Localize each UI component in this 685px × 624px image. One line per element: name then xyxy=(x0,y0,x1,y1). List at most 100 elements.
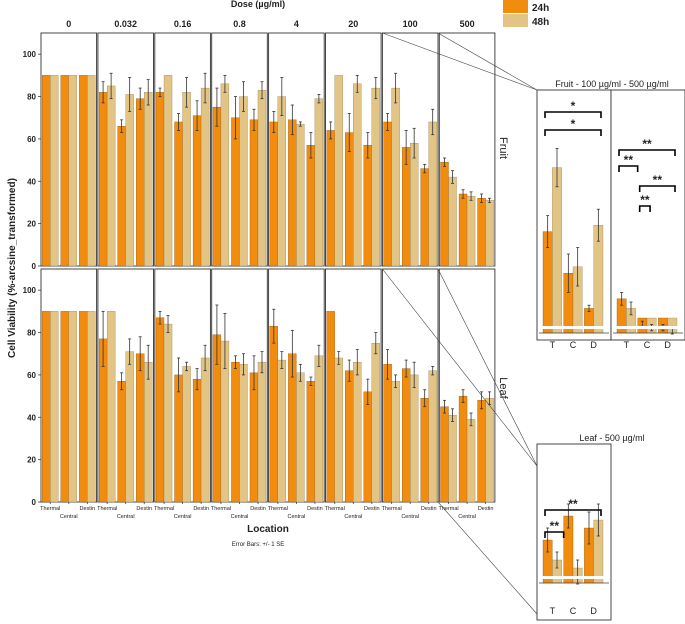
location-label: Thermal xyxy=(211,506,231,512)
location-label: Thermal xyxy=(325,506,345,512)
dose-label: 0.16 xyxy=(174,19,192,29)
bar-48h xyxy=(296,372,305,503)
bar-24h xyxy=(420,168,429,267)
y-tick-label: 40 xyxy=(27,413,36,422)
location-label: Thermal xyxy=(154,506,174,512)
inset-bar-48h xyxy=(552,167,562,334)
inset-charts: T C D**T C D********T C D**** xyxy=(536,89,685,621)
significance-label: ** xyxy=(568,497,578,511)
axis-break xyxy=(613,326,683,329)
bar-24h xyxy=(288,119,297,267)
main-chart-grid: 0204060801000204060801000ThermalCentralD… xyxy=(23,19,538,615)
significance-label: ** xyxy=(624,153,634,167)
significance-bracket xyxy=(544,509,602,516)
bar-48h xyxy=(182,92,191,267)
dose-label: 0.8 xyxy=(233,19,246,29)
bar-48h xyxy=(50,75,59,267)
inset-fruit-title: Fruit - 100 µg/ml - 500 µg/ml xyxy=(555,79,668,89)
bar-24h xyxy=(117,126,126,267)
bar-24h xyxy=(440,406,449,503)
location-label: Destin xyxy=(421,506,437,512)
dose-label: 4 xyxy=(294,19,299,29)
location-label: Thermal xyxy=(268,506,288,512)
inset-leaf-title: Leaf - 500 µg/ml xyxy=(579,433,644,443)
bar-48h xyxy=(257,362,267,503)
bar-48h xyxy=(125,94,134,267)
bar-48h xyxy=(428,370,437,503)
bar-24h xyxy=(269,121,278,267)
legend-label-48h: 48h xyxy=(532,17,549,28)
bar-24h xyxy=(458,193,468,267)
location-label: Central xyxy=(174,514,192,520)
location-label: Thermal xyxy=(40,506,60,512)
bar-24h xyxy=(136,353,145,503)
bar-48h xyxy=(163,75,173,267)
location-label: Destin xyxy=(250,506,266,512)
bar-48h xyxy=(239,96,248,267)
bar-48h xyxy=(68,311,77,503)
bar-48h xyxy=(485,200,494,267)
bar-48h xyxy=(409,374,419,503)
bar-24h xyxy=(326,311,335,503)
bar-24h xyxy=(477,198,486,267)
bar-24h xyxy=(117,381,126,503)
bar-24h xyxy=(155,92,165,267)
location-label: Destin xyxy=(478,506,494,512)
connector-line xyxy=(382,32,538,91)
location-label: Destin xyxy=(136,506,152,512)
bar-24h xyxy=(401,147,411,267)
dose-label: 100 xyxy=(403,19,418,29)
legend: 24h 48h xyxy=(503,0,549,28)
location-label: Destin xyxy=(193,506,209,512)
y-tick-label: 60 xyxy=(27,371,36,380)
significance-bracket xyxy=(638,205,651,212)
significance-bracket xyxy=(544,129,602,136)
location-label: Central xyxy=(344,514,362,520)
inset-panel xyxy=(610,89,685,341)
bar-24h xyxy=(231,117,240,267)
bar-48h xyxy=(182,366,191,503)
bar-48h xyxy=(428,121,437,267)
y-tick-label: 20 xyxy=(27,456,36,465)
bar-48h xyxy=(106,85,116,267)
bar-48h xyxy=(466,195,476,267)
bar-48h xyxy=(448,176,457,267)
error-bar-note: Error Bars: +/- 1 SE xyxy=(232,542,285,548)
connector-line xyxy=(437,268,538,467)
significance-bracket xyxy=(544,111,602,118)
bar-24h xyxy=(60,75,69,267)
bar-48h xyxy=(334,75,343,267)
connector-line xyxy=(437,32,538,91)
bar-48h xyxy=(334,357,343,503)
bar-48h xyxy=(485,398,494,503)
inset-x-label: C xyxy=(644,340,651,350)
row-label-fruit: Fruit xyxy=(497,137,509,159)
bar-24h xyxy=(440,162,449,267)
bar-24h xyxy=(98,92,108,267)
y-tick-label: 20 xyxy=(27,220,36,229)
y-tick-label: 80 xyxy=(27,93,36,102)
bar-24h xyxy=(363,391,372,503)
inset-x-label: C xyxy=(570,340,577,350)
bar-48h xyxy=(144,362,153,503)
significance-bracket xyxy=(618,165,639,172)
bar-24h xyxy=(401,368,411,503)
bar-24h xyxy=(60,311,69,503)
bar-24h xyxy=(249,372,259,503)
y-axis-label: Cell Viability (%-arcsine_transformed) xyxy=(7,178,18,358)
bar-48h xyxy=(391,87,400,267)
bar-24h xyxy=(306,145,316,267)
significance-label: ** xyxy=(642,137,652,151)
legend-label-24h: 24h xyxy=(532,3,549,14)
bar-24h xyxy=(42,311,51,503)
location-label: Destin xyxy=(307,506,323,512)
y-tick-label: 100 xyxy=(23,50,37,59)
bar-24h xyxy=(345,132,354,267)
significance-label: * xyxy=(571,99,576,113)
bar-48h xyxy=(163,323,173,503)
bar-48h xyxy=(277,359,286,503)
bar-48h xyxy=(200,357,210,503)
dose-label: 500 xyxy=(460,19,475,29)
bar-24h xyxy=(477,400,486,503)
